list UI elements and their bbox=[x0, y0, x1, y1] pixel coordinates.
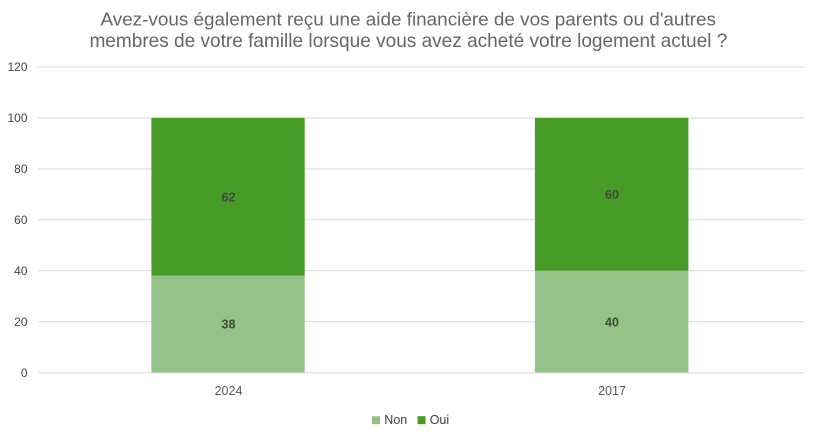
svg-text:0: 0 bbox=[21, 366, 28, 380]
svg-text:62: 62 bbox=[222, 191, 236, 205]
svg-text:80: 80 bbox=[14, 162, 28, 176]
svg-text:2024: 2024 bbox=[215, 384, 243, 398]
svg-text:Non: Non bbox=[384, 413, 407, 427]
svg-text:60: 60 bbox=[14, 213, 28, 227]
svg-text:Avez-vous également reçu une a: Avez-vous également reçu une aide financ… bbox=[100, 9, 716, 30]
svg-text:Oui: Oui bbox=[430, 413, 449, 427]
svg-text:40: 40 bbox=[605, 316, 619, 330]
svg-text:40: 40 bbox=[14, 264, 28, 278]
svg-text:38: 38 bbox=[222, 318, 236, 332]
svg-text:20: 20 bbox=[14, 315, 28, 329]
svg-text:60: 60 bbox=[605, 188, 619, 202]
svg-text:2017: 2017 bbox=[598, 384, 626, 398]
svg-text:120: 120 bbox=[7, 60, 27, 74]
svg-text:membres de votre famille lorsq: membres de votre famille lorsque vous av… bbox=[89, 31, 727, 52]
svg-text:100: 100 bbox=[7, 111, 27, 125]
